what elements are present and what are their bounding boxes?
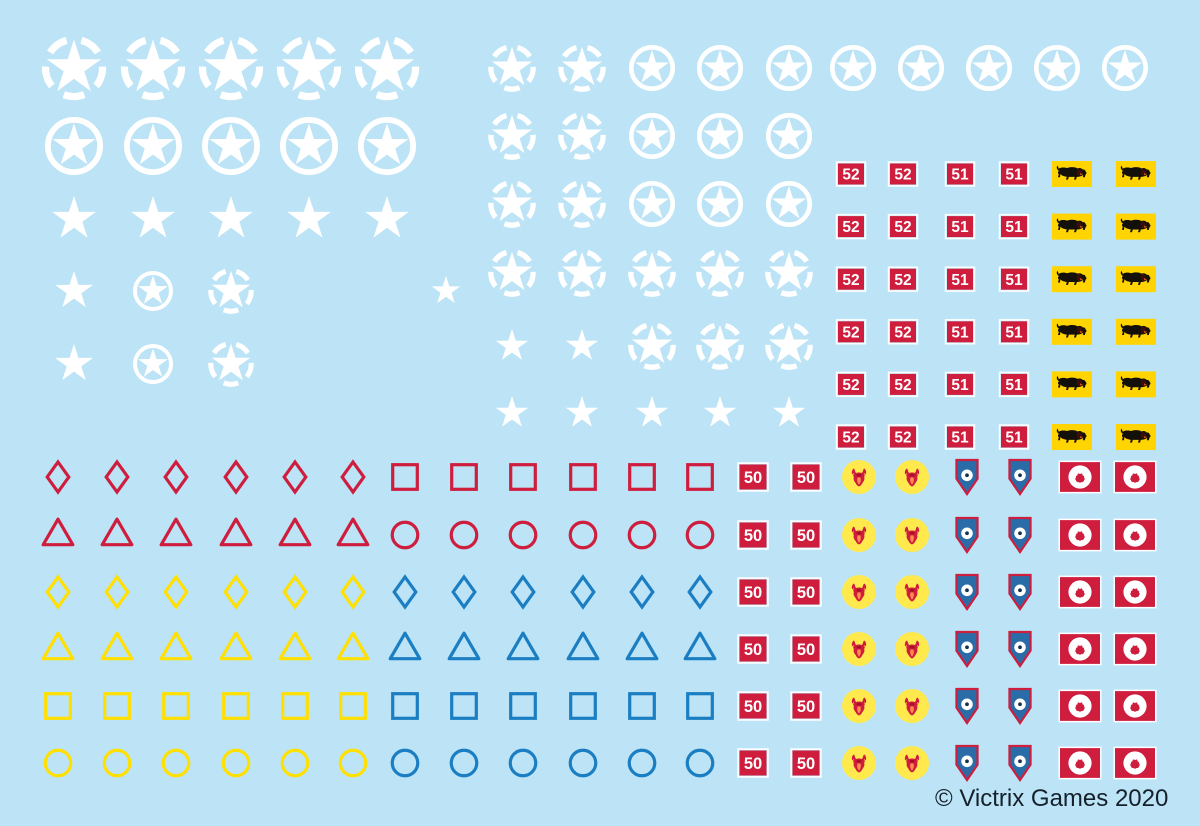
svg-text:52: 52 [894,167,911,184]
svg-text:50: 50 [797,527,815,545]
svg-text:50: 50 [744,755,762,773]
svg-text:50: 50 [744,584,762,602]
svg-text:52: 52 [842,167,859,184]
svg-text:50: 50 [744,698,762,716]
svg-text:52: 52 [842,219,859,236]
svg-text:52: 52 [842,272,859,289]
svg-text:50: 50 [797,584,815,602]
svg-text:52: 52 [894,272,911,289]
svg-text:51: 51 [951,377,969,394]
svg-text:51: 51 [1005,272,1023,289]
svg-text:50: 50 [744,527,762,545]
svg-text:52: 52 [842,324,859,341]
svg-text:51: 51 [951,324,969,341]
svg-text:51: 51 [951,272,969,289]
svg-text:52: 52 [894,377,911,394]
svg-text:52: 52 [894,219,911,236]
svg-text:51: 51 [1005,430,1023,447]
svg-text:50: 50 [744,469,762,487]
svg-text:52: 52 [842,430,859,447]
svg-text:51: 51 [951,219,969,236]
svg-text:50: 50 [797,469,815,487]
svg-text:51: 51 [1005,324,1023,341]
svg-text:50: 50 [797,755,815,773]
svg-text:51: 51 [951,167,969,184]
svg-text:52: 52 [894,430,911,447]
svg-text:50: 50 [744,641,762,659]
svg-text:51: 51 [1005,377,1023,394]
svg-text:51: 51 [1005,167,1023,184]
svg-text:50: 50 [797,641,815,659]
svg-text:50: 50 [797,698,815,716]
svg-text:51: 51 [1005,219,1023,236]
svg-text:52: 52 [842,377,859,394]
svg-text:52: 52 [894,324,911,341]
svg-text:51: 51 [951,430,969,447]
